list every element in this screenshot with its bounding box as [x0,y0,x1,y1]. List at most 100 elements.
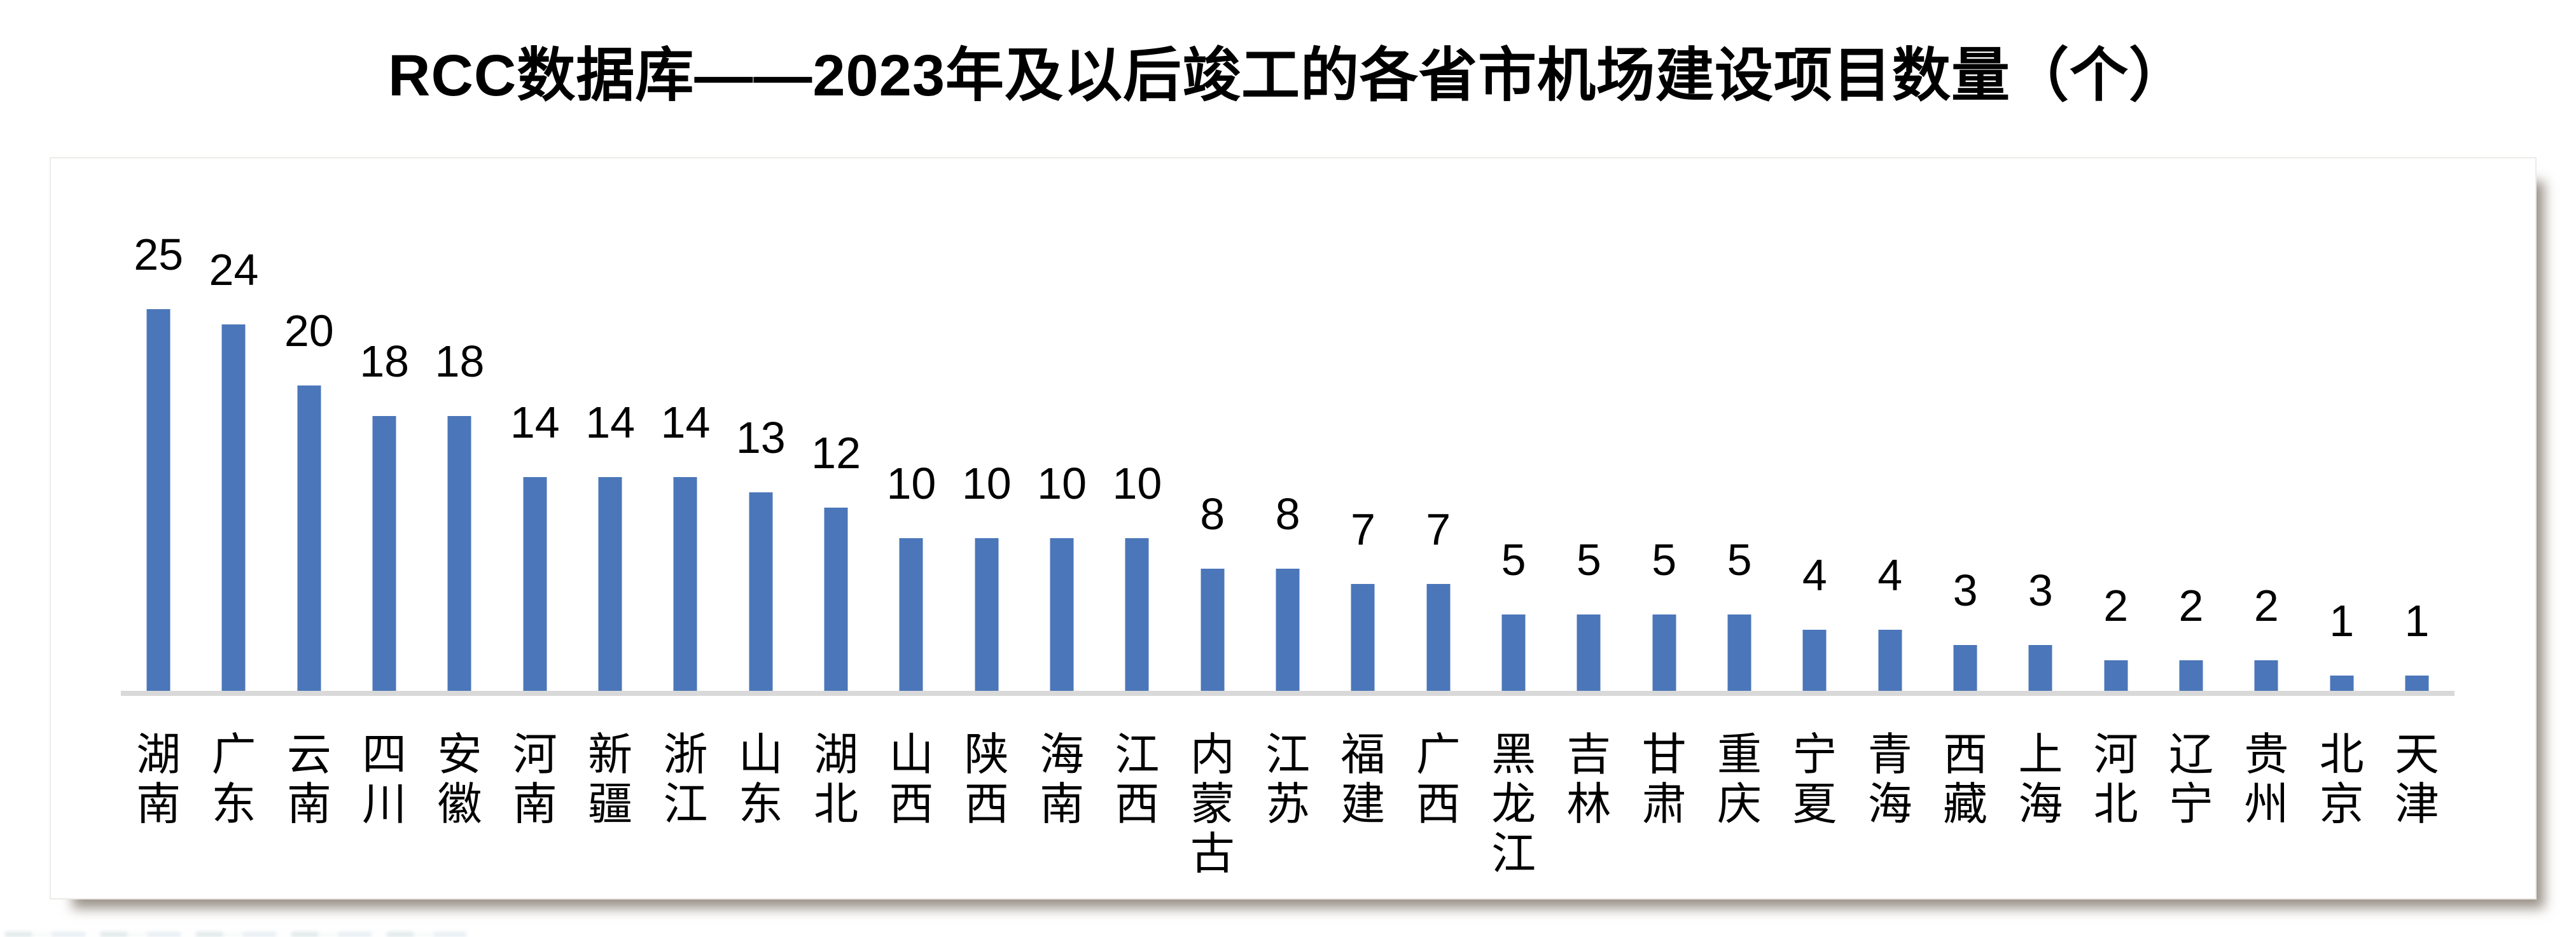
x-axis-label-char: 海 [1867,779,1912,829]
category-cell: 24 广东 [196,158,271,829]
bar [1652,614,1676,691]
category-cell: 1 天津 [2379,158,2454,829]
x-axis-label-char: 青 [1867,730,1912,779]
x-axis-label-char: 江 [1491,829,1536,878]
value-label: 10 [886,459,936,508]
bar [598,477,622,691]
bar [1878,630,1902,691]
x-axis-label-char: 州 [2244,779,2289,829]
value-label: 2 [2103,581,2129,630]
value-label: 12 [811,428,861,478]
x-axis-label-char: 林 [1566,779,1612,829]
bar [673,477,697,691]
x-axis-label-char: 宁 [1792,730,1837,779]
bar [523,477,547,691]
category-cell: 3 上海 [2003,158,2078,829]
bar [372,416,396,691]
bar [2405,676,2429,691]
value-label: 3 [2028,566,2053,615]
x-axis-label: 山东 [735,730,787,829]
x-axis-label: 内蒙古 [1187,730,1239,878]
bar [1727,614,1751,691]
x-axis-label-char: 湖 [136,730,181,779]
category-cell: 10 江西 [1099,158,1174,829]
x-axis-label-char: 山 [889,730,934,779]
x-axis-label-char: 广 [211,730,256,779]
x-axis-label-char: 西 [964,779,1009,829]
category-cell: 12 湖北 [798,158,874,829]
x-axis-line [121,691,2454,696]
x-axis-label: 湖南 [132,730,184,829]
x-axis-label-char: 吉 [1566,730,1612,779]
x-axis-label-char: 云 [286,730,331,779]
bar [1802,630,1827,691]
category-cell: 2 贵州 [2229,158,2304,829]
value-label: 13 [735,413,786,462]
x-axis-label-char: 黑 [1491,730,1536,779]
x-axis-label: 吉林 [1563,730,1615,829]
chart-card: 25 湖南 24 广东 20 云南 18 四川 18 安徽 14 河南 14 新疆 14 浙江 13 山东 12 湖北… [50,157,2537,899]
x-axis-label-char: 上 [2018,730,2063,779]
category-cell: 18 安徽 [422,158,497,829]
x-axis-label: 新疆 [584,730,636,829]
x-axis-label-char: 夏 [1792,779,1837,829]
x-axis-label-char: 北 [2093,779,2138,829]
bar [2028,645,2052,691]
x-axis-label-char: 南 [512,779,557,829]
x-axis-label-char: 京 [2319,779,2364,829]
x-axis-label: 黑龙江 [1487,730,1540,878]
category-cell: 14 河南 [498,158,573,829]
x-axis-label: 贵州 [2240,730,2292,829]
category-cell: 20 云南 [272,158,347,829]
category-cell: 10 海南 [1024,158,1099,829]
bar [447,416,471,691]
x-axis-label: 广东 [207,730,260,829]
x-axis-label-char: 四 [362,730,407,779]
x-axis-label: 青海 [1864,730,1916,829]
x-axis-label: 天津 [2391,730,2443,829]
value-label: 3 [1953,566,1978,615]
value-label: 5 [1576,535,1601,585]
x-axis-label-char: 重 [1717,730,1762,779]
x-axis-label-char: 肃 [1641,779,1687,829]
value-label: 20 [284,306,334,356]
x-axis-label-char: 陕 [964,730,1009,779]
x-axis-label: 山西 [885,730,937,829]
x-axis-label-char: 南 [286,779,331,829]
x-axis-label-char: 南 [136,779,181,829]
category-cell: 8 江苏 [1250,158,1325,829]
x-axis-label-char: 浙 [663,730,708,779]
bar [146,309,171,691]
bar-chart-plot-area: 25 湖南 24 广东 20 云南 18 四川 18 安徽 14 河南 14 新疆 14 浙江 13 山东 12 湖北… [121,158,2454,878]
value-label: 18 [435,337,485,386]
x-axis-label-char: 东 [211,779,256,829]
category-cell: 5 重庆 [1702,158,1777,829]
value-label: 10 [961,459,1012,508]
x-axis-label-char: 疆 [588,779,633,829]
x-axis-label: 福建 [1337,730,1389,829]
x-axis-label-char: 建 [1340,779,1386,829]
x-axis-label-char: 西 [1943,730,1988,779]
x-axis-label-char: 南 [1040,779,1085,829]
category-cell: 14 新疆 [573,158,648,829]
value-label: 18 [359,337,410,386]
x-axis-label-char: 河 [2093,730,2138,779]
value-label: 14 [660,398,711,447]
category-cell: 13 山东 [723,158,798,829]
bar [297,385,321,691]
bar [1953,645,1977,691]
x-axis-label: 陕西 [961,730,1013,829]
x-axis-label: 辽宁 [2165,730,2217,829]
x-axis-label-char: 海 [2018,779,2063,829]
x-axis-label: 四川 [358,730,410,829]
x-axis-label-char: 宁 [2169,779,2214,829]
bar [2104,660,2128,691]
value-label: 10 [1037,459,1087,508]
bar [1125,538,1149,691]
x-axis-label-char: 河 [512,730,557,779]
category-cell: 18 四川 [347,158,422,829]
x-axis-label-char: 新 [588,730,633,779]
x-axis-label: 云南 [283,730,335,829]
bar [1050,538,1074,691]
x-axis-label-char: 苏 [1265,779,1311,829]
